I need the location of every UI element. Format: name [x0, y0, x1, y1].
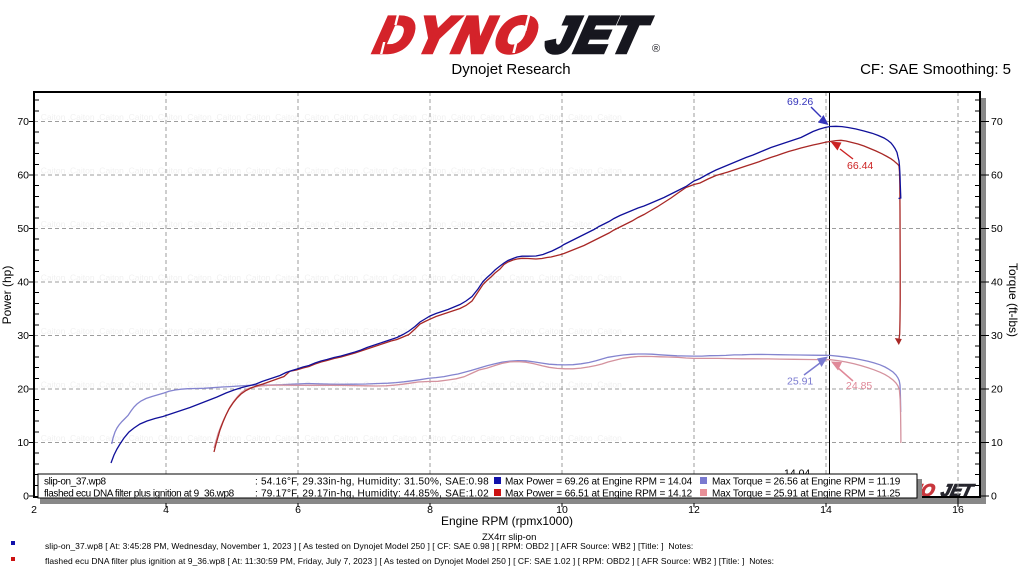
svg-text:Dynojet Research: Dynojet Research [451, 61, 570, 78]
svg-text:Power (hp): Power (hp) [0, 266, 14, 325]
svg-text:: 54.16°F, 29.33in-hg, Humidit: : 54.16°F, 29.33in-hg, Humidity: 31.50%,… [255, 477, 489, 488]
svg-text:10: 10 [17, 437, 29, 449]
svg-text:CF: SAE Smoothing: 5: CF: SAE Smoothing: 5 [860, 61, 1011, 78]
svg-text:Max Torque = 25.91 at Engine R: Max Torque = 25.91 at Engine RPM = 11.25 [712, 489, 901, 500]
svg-text:20: 20 [991, 384, 1003, 396]
svg-text:40: 40 [17, 277, 29, 289]
svg-text:50: 50 [991, 223, 1003, 235]
svg-text:2: 2 [31, 504, 37, 516]
svg-text:10: 10 [991, 437, 1003, 449]
svg-text:0: 0 [991, 491, 997, 503]
svg-text:ZX4rr slip-on: ZX4rr slip-on [482, 532, 536, 543]
svg-text:30: 30 [991, 330, 1003, 342]
svg-text:14: 14 [820, 504, 832, 516]
svg-text:12: 12 [688, 504, 700, 516]
svg-text:Max Power = 66.51 at Engine RP: Max Power = 66.51 at Engine RPM = 14.12 [505, 489, 693, 500]
svg-text:flashed ecu DNA filter plus ig: flashed ecu DNA filter plus ignition at … [44, 489, 235, 500]
svg-text:JET: JET [939, 480, 977, 500]
svg-text:60: 60 [991, 170, 1003, 182]
svg-text:0: 0 [23, 491, 29, 503]
svg-text:16: 16 [952, 504, 964, 516]
svg-text:Engine RPM (rpmx1000): Engine RPM (rpmx1000) [441, 514, 573, 528]
svg-text:.Caiton .Caiton .Caiton .Caito: .Caiton .Caiton .Caiton .Caiton .Caiton … [36, 219, 622, 229]
svg-text:40: 40 [991, 277, 1003, 289]
svg-text:24.85: 24.85 [846, 380, 872, 392]
svg-text:Max Torque = 26.56 at Engine R: Max Torque = 26.56 at Engine RPM = 11.19 [712, 477, 901, 488]
svg-text:.Caiton .Caiton .Caiton .Caito: .Caiton .Caiton .Caiton .Caiton .Caiton … [36, 326, 622, 336]
svg-text:.Caiton .Caiton .Caiton .Caito: .Caiton .Caiton .Caiton .Caiton .Caiton … [36, 433, 622, 443]
svg-text:50: 50 [17, 223, 29, 235]
svg-text:25.91: 25.91 [787, 376, 813, 388]
svg-text:slip-on_37.wp8: slip-on_37.wp8 [44, 477, 107, 488]
svg-text:Max Power = 69.26 at Engine RP: Max Power = 69.26 at Engine RPM = 14.04 [505, 477, 693, 488]
svg-text:70: 70 [17, 116, 29, 128]
svg-text:66.44: 66.44 [847, 160, 873, 172]
svg-text:30: 30 [17, 330, 29, 342]
svg-text:10: 10 [556, 504, 568, 516]
svg-text:.Caiton .Caiton .Caiton .Caito: .Caiton .Caiton .Caiton .Caiton .Caiton … [36, 273, 622, 283]
svg-text:®: ® [652, 43, 660, 55]
svg-text:70: 70 [991, 116, 1003, 128]
svg-text:4: 4 [163, 504, 169, 516]
svg-text:20: 20 [17, 384, 29, 396]
svg-text:JET: JET [541, 7, 655, 63]
svg-text:6: 6 [295, 504, 301, 516]
svg-text:8: 8 [427, 504, 433, 516]
svg-text:60: 60 [17, 170, 29, 182]
svg-text:Torque (ft-lbs): Torque (ft-lbs) [1006, 263, 1020, 337]
svg-text:: 79.17°F, 29.17in-hg, Humidit: : 79.17°F, 29.17in-hg, Humidity: 44.85%,… [255, 489, 489, 500]
svg-text:.Caiton .Caiton .Caiton .Caito: .Caiton .Caiton .Caiton .Caiton .Caiton … [36, 166, 622, 176]
svg-text:slip-on_37.wp8 [ At: 3:45:28 P: slip-on_37.wp8 [ At: 3:45:28 PM, Wednesd… [45, 541, 693, 551]
svg-text:flashed ecu DNA filter plus ig: flashed ecu DNA filter plus ignition at … [45, 556, 774, 566]
svg-text:.Caiton .Caiton .Caiton .Caito: .Caiton .Caiton .Caiton .Caiton .Caiton … [36, 112, 622, 122]
svg-text:69.26: 69.26 [787, 96, 813, 108]
